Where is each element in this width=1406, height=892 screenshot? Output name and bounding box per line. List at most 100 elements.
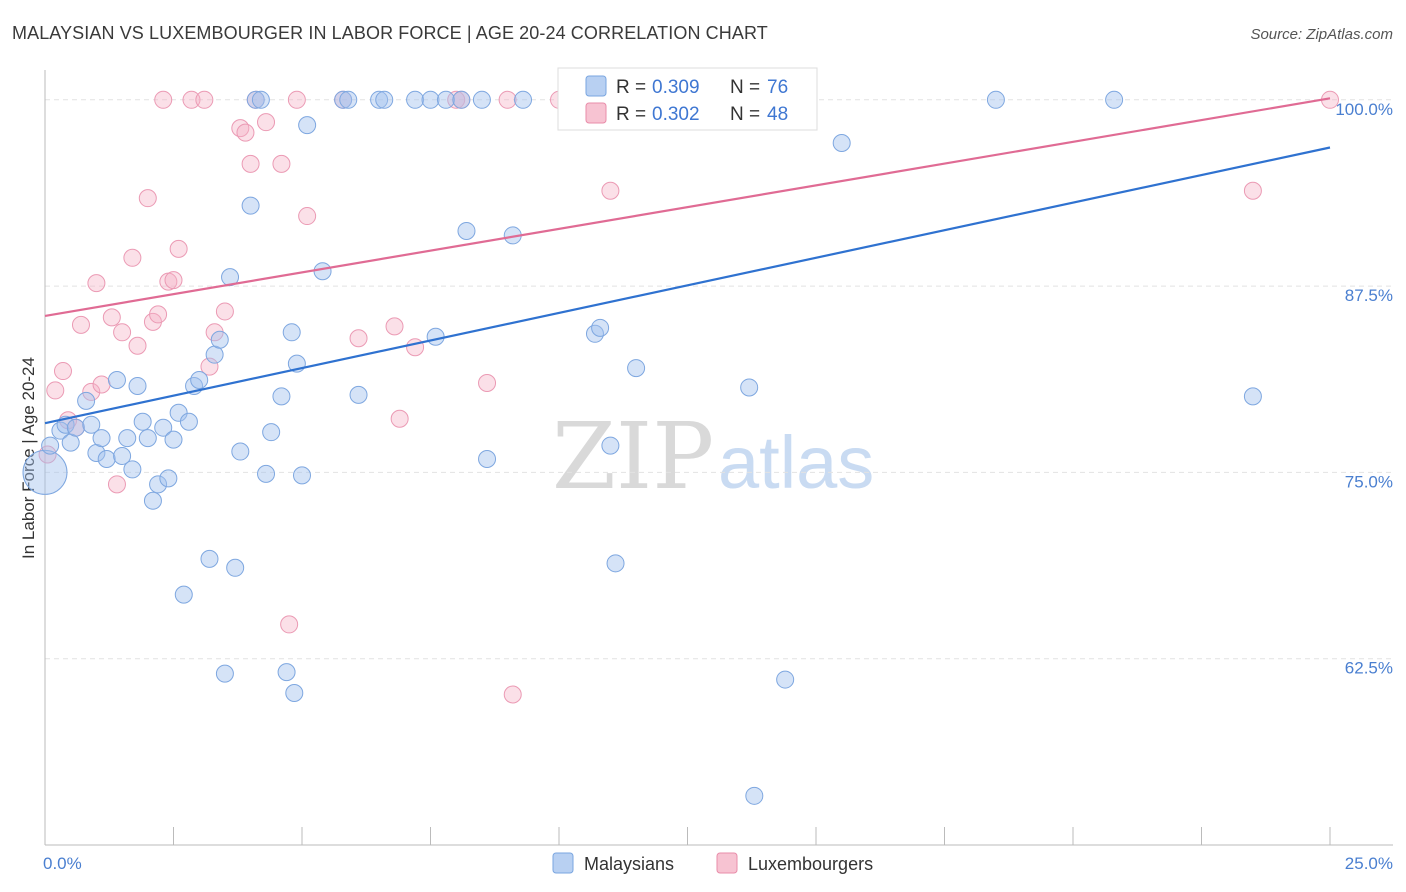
malaysian-point-70 [740,378,759,397]
luxembourger-point-42 [478,373,497,392]
malaysian-point-13 [118,429,137,448]
malaysian-point-31 [215,664,234,683]
malaysian-point-23 [169,403,188,422]
watermark-zip: ZIP [552,403,714,510]
malaysian-point-62 [514,90,533,109]
stats-legend: R = 0.309 N = 76 R = 0.302 N = 48 [557,67,818,131]
luxembourger-point-46 [601,181,620,200]
series-legend: Malaysians Luxembourgers [552,852,873,874]
legend-r-value-luxembourgers: 0.302 [652,104,700,125]
malaysian-point-71 [745,786,764,805]
malaysian-point-72 [776,670,795,689]
malaysian-point-2 [51,421,70,440]
luxembourger-point-25 [215,302,234,321]
legend-r-label-luxembourgers: R = [616,104,646,125]
x-tick-labels: 0.0% 25.0% [43,854,1393,873]
malaysian-point-67 [606,554,625,573]
luxembourger-point-10 [107,475,126,494]
malaysian-point-52 [375,90,394,109]
watermark-atlas: atlas [718,421,874,504]
malaysian-point-57 [452,90,471,109]
malaysian-point-14 [123,460,142,479]
malaysian-point-48 [334,90,353,109]
luxembourger-point-13 [128,336,147,355]
luxembourger-point-14 [138,189,157,208]
luxembourger-point-38 [390,409,409,428]
legend-r-label-malaysians: R = [616,77,646,98]
malaysians-points [22,90,1262,805]
luxembourger-point-34 [298,207,317,226]
malaysian-point-7 [82,415,101,434]
y-tick-label-1: 87.5% [1345,286,1393,305]
malaysian-point-60 [478,449,497,468]
malaysian-point-22 [164,430,183,449]
malaysian-point-51 [370,90,389,109]
malaysian-point-68 [627,359,646,378]
malaysian-point-65 [591,318,610,337]
luxembourger-point-22 [195,90,214,109]
malaysian-point-74 [986,90,1005,109]
series-legend-swatch-malaysians[interactable] [552,852,574,874]
malaysian-point-46 [298,116,317,135]
y-tick-labels: 100.0% 87.5% 75.0% 62.5% [1335,100,1393,678]
malaysian-point-0 [22,449,68,495]
luxembourger-point-20 [169,239,188,258]
malaysian-point-73 [832,134,851,153]
y-tick-label-2: 75.0% [1345,472,1393,491]
malaysian-point-15 [128,376,147,395]
trend-lines [44,97,1331,425]
malaysian-point-20 [154,418,173,437]
malaysian-point-55 [426,327,445,346]
malaysian-point-39 [262,423,281,442]
luxembourger-point-8 [92,375,111,394]
luxembourger-point-2 [53,362,72,381]
malaysian-point-59 [472,90,491,109]
malaysians-trend-line [44,146,1331,425]
malaysian-point-50 [349,385,368,404]
malaysian-point-75 [1105,90,1124,109]
malaysian-point-28 [200,549,219,568]
luxembourger-point-43 [498,90,517,109]
series-legend-swatch-luxembourgers[interactable] [716,852,738,874]
malaysian-point-30 [210,330,229,349]
luxembourger-point-23 [200,357,219,376]
malaysian-point-36 [246,90,265,109]
malaysian-point-53 [406,90,425,109]
luxembourger-point-36 [349,329,368,348]
malaysian-point-41 [277,663,296,682]
malaysian-point-17 [138,429,157,448]
luxembourger-point-47 [1243,181,1262,200]
series-legend-label-malaysians[interactable]: Malaysians [584,854,674,874]
luxembourger-point-30 [257,113,276,132]
malaysian-point-34 [231,442,250,461]
malaysian-point-56 [436,90,455,109]
x-tick-label-1: 25.0% [1345,854,1393,873]
luxembourger-point-39 [406,338,425,357]
luxembourger-point-31 [272,154,291,173]
malaysian-point-9 [92,429,111,448]
malaysian-point-18 [143,491,162,510]
malaysian-point-12 [113,447,132,466]
source-label: Source: ZipAtlas.com [1250,26,1393,43]
y-tick-label-3: 62.5% [1345,659,1393,678]
malaysian-point-19 [149,475,168,494]
malaysian-point-66 [601,436,620,455]
series-legend-label-luxembourgers[interactable]: Luxembourgers [748,854,873,874]
luxembourger-point-44 [503,685,522,704]
luxembourger-point-19 [164,271,183,290]
luxembourger-point-12 [123,248,142,267]
luxembourger-point-17 [154,90,173,109]
luxembourger-point-7 [87,274,106,293]
malaysian-point-6 [77,391,96,410]
chart-title: MALAYSIAN VS LUXEMBOURGER IN LABOR FORCE… [12,23,768,43]
malaysian-point-45 [293,466,311,485]
luxembourger-point-37 [385,317,404,336]
legend-n-value-malaysians: 76 [767,77,788,98]
luxembourger-point-33 [287,90,306,109]
malaysian-point-25 [179,412,198,431]
malaysian-point-54 [421,90,440,109]
legend-n-value-luxembourgers: 48 [767,104,788,125]
malaysian-point-5 [66,418,85,437]
luxembourger-point-28 [241,154,260,173]
